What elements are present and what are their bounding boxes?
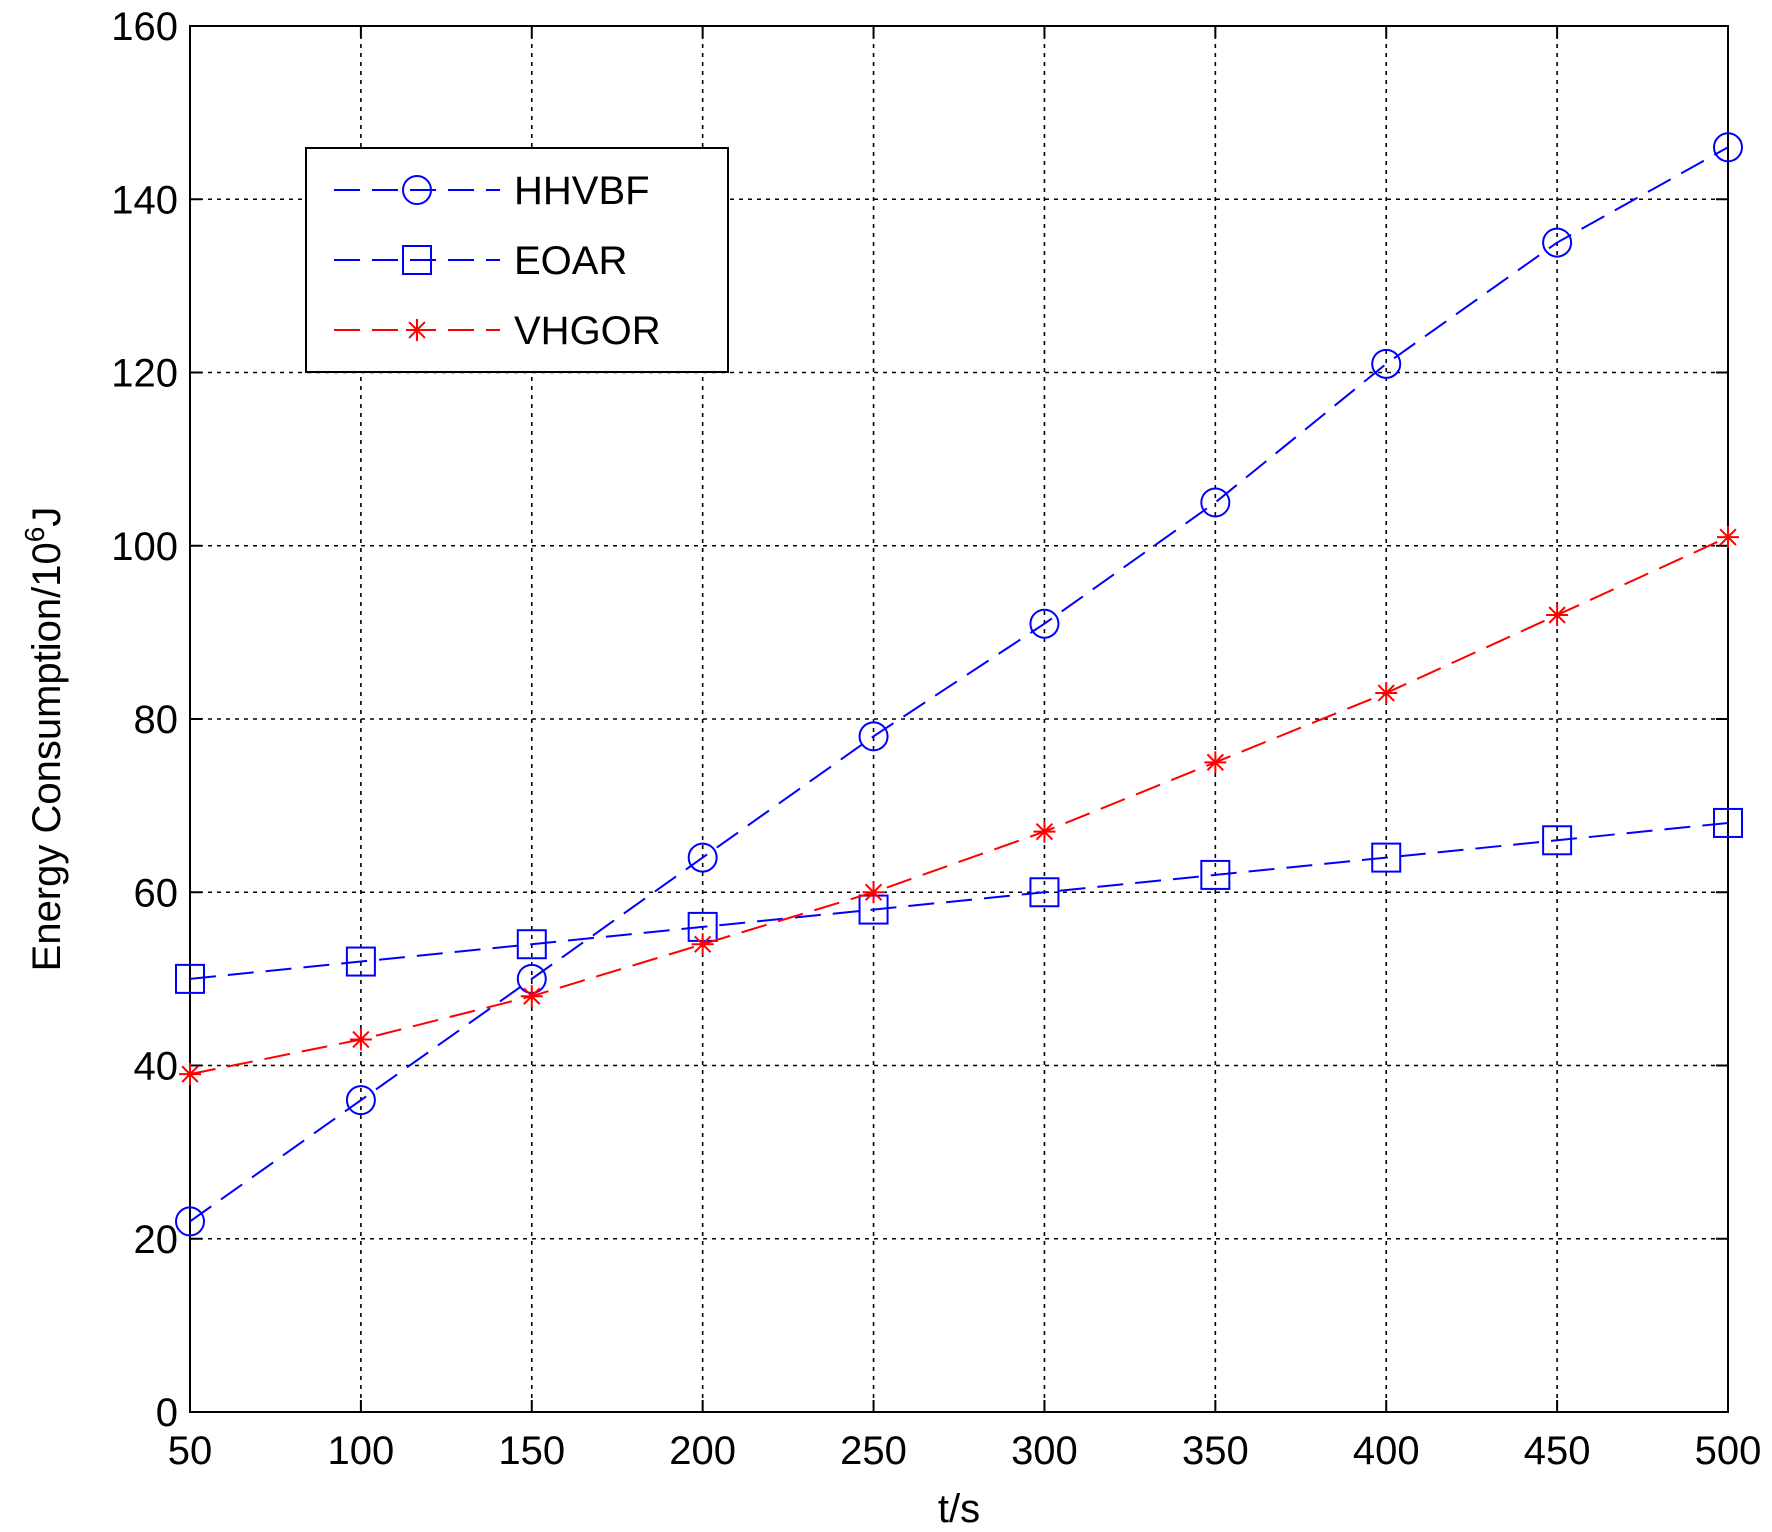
data-point-square bbox=[1542, 825, 1573, 856]
asterisk-stroke bbox=[1719, 528, 1737, 546]
data-point-circle bbox=[1029, 608, 1060, 639]
y-axis-title-unit: J bbox=[25, 507, 69, 527]
asterisk-stroke bbox=[408, 321, 426, 339]
x-tick-label: 350 bbox=[1182, 1429, 1249, 1473]
data-point-asterisk bbox=[349, 1028, 372, 1051]
data-point-square bbox=[1713, 807, 1743, 838]
data-point-asterisk bbox=[1204, 751, 1227, 774]
y-tick-label: 0 bbox=[156, 1391, 178, 1435]
data-point-circle bbox=[858, 721, 889, 752]
asterisk-stroke bbox=[181, 1065, 199, 1083]
y-tick-label: 80 bbox=[134, 698, 179, 742]
data-point-square bbox=[345, 946, 376, 977]
y-tick-label: 60 bbox=[134, 871, 179, 915]
data-point-circle bbox=[1371, 348, 1402, 379]
series-eoar bbox=[175, 807, 1743, 994]
x-tick-label: 400 bbox=[1353, 1429, 1420, 1473]
asterisk-stroke bbox=[352, 1030, 370, 1049]
legend-entry-hhvbf: HHVBF bbox=[334, 169, 650, 213]
asterisk-stroke bbox=[523, 987, 541, 1005]
data-point-circle bbox=[1713, 132, 1743, 163]
data-point-asterisk bbox=[862, 881, 885, 904]
y-tick-label: 120 bbox=[111, 352, 178, 396]
data-point-square bbox=[1029, 877, 1060, 908]
data-point-asterisk bbox=[1375, 682, 1398, 705]
x-tick-label: 50 bbox=[168, 1429, 213, 1473]
asterisk-stroke bbox=[1206, 753, 1224, 771]
x-tick-label: 150 bbox=[498, 1429, 565, 1473]
x-tick-label: 250 bbox=[840, 1429, 907, 1473]
y-axis-title: Energy Consumption/106J bbox=[19, 507, 69, 972]
data-point-asterisk bbox=[691, 933, 714, 956]
data-point-square bbox=[516, 929, 547, 960]
x-tick-label: 200 bbox=[669, 1429, 736, 1473]
data-point-circle bbox=[175, 1206, 205, 1237]
asterisk-stroke bbox=[1035, 822, 1054, 841]
data-point-circle bbox=[687, 842, 718, 873]
data-point-square bbox=[402, 245, 432, 275]
y-tick-label: 140 bbox=[111, 178, 178, 222]
x-tick-label: 100 bbox=[328, 1429, 395, 1473]
x-axis-title: t/s bbox=[938, 1487, 980, 1531]
data-point-asterisk bbox=[1717, 526, 1739, 549]
series-vhgor bbox=[179, 526, 1739, 1086]
legend-label: VHGOR bbox=[514, 309, 661, 353]
y-tick-label: 160 bbox=[111, 5, 178, 49]
legend-label: EOAR bbox=[514, 239, 627, 283]
data-point-square bbox=[1371, 842, 1402, 873]
y-tick-label: 20 bbox=[134, 1218, 179, 1262]
data-point-circle bbox=[1542, 227, 1573, 258]
x-tick-label: 450 bbox=[1524, 1429, 1591, 1473]
data-point-square bbox=[175, 963, 205, 994]
series-layer bbox=[175, 132, 1743, 1237]
data-point-asterisk bbox=[1546, 604, 1569, 627]
series-line-hhvbf bbox=[189, 146, 1729, 1223]
x-tick-label: 500 bbox=[1695, 1429, 1762, 1473]
data-point-asterisk bbox=[179, 1063, 201, 1086]
data-point-circle bbox=[1200, 487, 1231, 518]
asterisk-stroke bbox=[1548, 606, 1566, 624]
data-point-circle bbox=[402, 175, 432, 205]
legend-entry-vhgor: VHGOR bbox=[334, 309, 661, 353]
legend-label: HHVBF bbox=[514, 169, 650, 213]
data-point-circle bbox=[345, 1085, 376, 1116]
data-point-asterisk bbox=[406, 319, 428, 341]
x-tick-label: 300 bbox=[1011, 1429, 1078, 1473]
y-tick-label: 100 bbox=[111, 525, 178, 569]
x-axis-tick-labels: 50 100 150 200 250 300 350 400 450 500 bbox=[168, 1429, 1762, 1473]
y-axis-title-superscript: 6 bbox=[19, 527, 50, 543]
y-axis-title-text: Energy Consumption/10 bbox=[25, 542, 69, 971]
data-point-asterisk bbox=[1033, 820, 1056, 843]
y-axis-tick-labels: 0 20 40 60 80 100 120 140 160 bbox=[111, 5, 178, 1435]
legend-entry-eoar: EOAR bbox=[334, 239, 627, 283]
series-line-eoar bbox=[189, 821, 1729, 980]
y-tick-label: 40 bbox=[134, 1045, 179, 1089]
asterisk-stroke bbox=[864, 883, 883, 901]
asterisk-stroke bbox=[694, 935, 712, 953]
axis-ticks bbox=[189, 25, 1729, 1413]
asterisk-stroke bbox=[1377, 684, 1395, 702]
data-point-square bbox=[1200, 859, 1231, 890]
series-line-vhgor bbox=[189, 536, 1729, 1076]
legend: HHVBF EOAR VHGOR bbox=[305, 147, 729, 373]
grid bbox=[190, 26, 1728, 1412]
data-point-asterisk bbox=[520, 985, 543, 1008]
